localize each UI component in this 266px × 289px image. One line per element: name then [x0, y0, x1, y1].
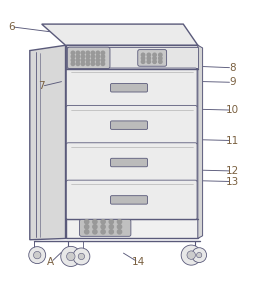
- Circle shape: [61, 247, 81, 266]
- FancyBboxPatch shape: [110, 84, 148, 92]
- Polygon shape: [30, 45, 65, 240]
- Circle shape: [29, 247, 46, 264]
- FancyBboxPatch shape: [66, 105, 197, 145]
- Text: 6: 6: [8, 22, 15, 32]
- Circle shape: [141, 60, 145, 64]
- Text: A: A: [47, 257, 55, 267]
- Circle shape: [81, 62, 85, 66]
- Circle shape: [197, 253, 202, 258]
- Circle shape: [101, 51, 105, 55]
- FancyBboxPatch shape: [66, 180, 197, 220]
- Circle shape: [73, 248, 90, 265]
- Circle shape: [71, 62, 75, 66]
- Circle shape: [71, 51, 75, 55]
- Text: 13: 13: [226, 177, 239, 186]
- Circle shape: [141, 53, 145, 57]
- Circle shape: [76, 51, 80, 55]
- Circle shape: [109, 225, 113, 229]
- Circle shape: [147, 53, 151, 57]
- Circle shape: [141, 57, 145, 60]
- Circle shape: [86, 62, 90, 66]
- Circle shape: [153, 60, 156, 64]
- Circle shape: [159, 57, 162, 60]
- Circle shape: [101, 230, 105, 234]
- Text: 7: 7: [38, 81, 45, 91]
- Circle shape: [34, 251, 41, 259]
- FancyBboxPatch shape: [138, 50, 167, 66]
- FancyBboxPatch shape: [110, 158, 148, 167]
- Text: 8: 8: [229, 63, 235, 73]
- FancyBboxPatch shape: [80, 219, 131, 236]
- Polygon shape: [65, 47, 198, 68]
- Circle shape: [181, 245, 201, 265]
- Circle shape: [85, 220, 89, 224]
- Circle shape: [192, 248, 207, 262]
- Circle shape: [86, 58, 90, 62]
- FancyBboxPatch shape: [110, 196, 148, 204]
- Circle shape: [101, 225, 105, 229]
- Polygon shape: [42, 24, 198, 45]
- Circle shape: [81, 55, 85, 58]
- Circle shape: [109, 220, 113, 224]
- Text: 14: 14: [132, 257, 145, 267]
- Circle shape: [91, 58, 95, 62]
- Circle shape: [101, 62, 105, 66]
- Circle shape: [81, 51, 85, 55]
- FancyBboxPatch shape: [66, 143, 197, 182]
- Circle shape: [71, 58, 75, 62]
- Circle shape: [96, 62, 99, 66]
- Circle shape: [76, 58, 80, 62]
- Circle shape: [91, 55, 95, 58]
- Circle shape: [147, 60, 151, 64]
- Circle shape: [117, 230, 122, 234]
- Circle shape: [101, 55, 105, 58]
- Circle shape: [76, 62, 80, 66]
- FancyBboxPatch shape: [67, 47, 110, 68]
- Circle shape: [96, 55, 99, 58]
- Circle shape: [109, 230, 113, 234]
- Circle shape: [101, 58, 105, 62]
- Circle shape: [85, 230, 89, 234]
- Circle shape: [159, 60, 162, 64]
- Circle shape: [187, 251, 196, 259]
- Text: 12: 12: [226, 166, 239, 176]
- FancyBboxPatch shape: [110, 121, 148, 129]
- Circle shape: [66, 252, 75, 261]
- Text: 9: 9: [229, 77, 235, 87]
- Text: 11: 11: [226, 136, 239, 146]
- Circle shape: [81, 58, 85, 62]
- Circle shape: [76, 55, 80, 58]
- Circle shape: [153, 53, 156, 57]
- Circle shape: [93, 220, 97, 224]
- Circle shape: [96, 51, 99, 55]
- Circle shape: [117, 225, 122, 229]
- Circle shape: [91, 62, 95, 66]
- Polygon shape: [198, 45, 203, 238]
- Circle shape: [96, 58, 99, 62]
- Circle shape: [71, 55, 75, 58]
- Circle shape: [85, 225, 89, 229]
- Text: 10: 10: [226, 105, 239, 115]
- Circle shape: [117, 220, 122, 224]
- Circle shape: [86, 55, 90, 58]
- Circle shape: [86, 51, 90, 55]
- Circle shape: [159, 53, 162, 57]
- Circle shape: [101, 220, 105, 224]
- Polygon shape: [65, 45, 198, 238]
- FancyBboxPatch shape: [66, 68, 197, 108]
- Circle shape: [78, 253, 85, 260]
- Circle shape: [93, 225, 97, 229]
- Circle shape: [147, 57, 151, 60]
- Circle shape: [93, 230, 97, 234]
- Circle shape: [91, 51, 95, 55]
- Circle shape: [153, 57, 156, 60]
